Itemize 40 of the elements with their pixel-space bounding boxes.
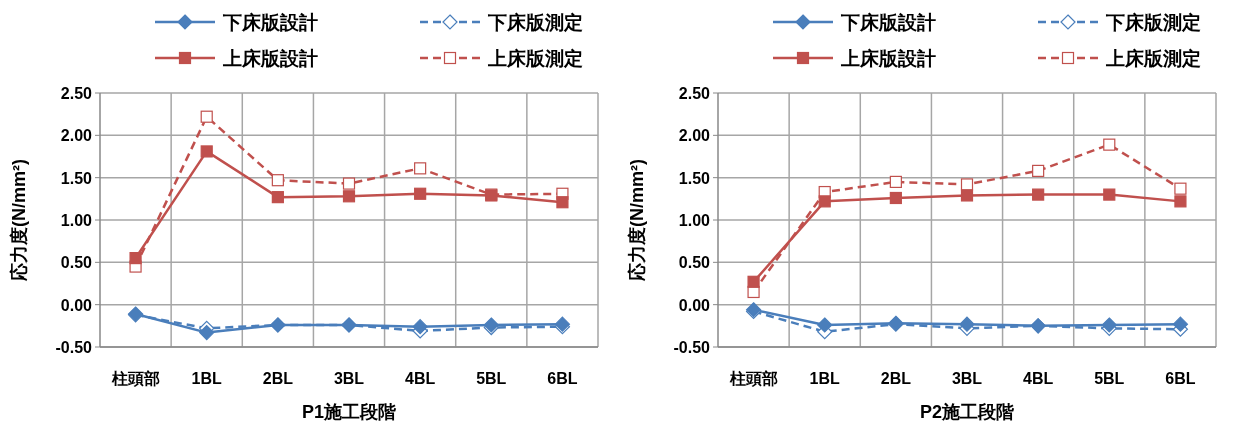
legend-label: 下床版測定 (1105, 12, 1201, 33)
y-tick-label: 1.00 (678, 212, 711, 229)
x-tick-label: 1BL (191, 370, 223, 387)
x-tick-label: 柱頭部 (110, 370, 160, 388)
y-tick-label: 0.50 (60, 254, 93, 272)
y-axis-title: 応力度(N/mm²) (9, 159, 29, 282)
y-tick-label: -0.50 (673, 339, 711, 356)
legend-label: 上床版測定 (487, 48, 583, 69)
x-axis-title: P1施工段階 (301, 402, 397, 422)
x-tick-label: 4BL (1023, 370, 1054, 387)
y-tick-label: 1.50 (60, 169, 93, 187)
x-tick-label: 5BL (1094, 370, 1125, 387)
y-tick-label: 1.50 (678, 169, 711, 187)
y-tick-label: 2.00 (678, 127, 711, 145)
x-tick-label: 柱頭部 (728, 370, 778, 388)
x-tick-label: 6BL (1165, 370, 1196, 387)
x-tick-label: 2BL (880, 370, 912, 387)
y-tick-label: 0.00 (60, 296, 93, 314)
y-tick-label: 1.00 (60, 212, 93, 229)
x-tick-label: 4BL (405, 370, 436, 387)
legend-label: 上床版設計 (222, 48, 318, 69)
x-axis-title: P2施工段階 (919, 402, 1015, 422)
x-tick-label: 5BL (476, 370, 507, 387)
y-tick-label: 2.50 (678, 85, 711, 102)
y-tick-label: -0.50 (55, 339, 93, 356)
y-tick-label: 2.50 (60, 85, 93, 102)
y-tick-label: 0.00 (678, 296, 711, 314)
x-tick-label: 3BL (951, 370, 983, 387)
legend-label: 下床版測定 (487, 12, 583, 33)
y-tick-label: 2.00 (60, 127, 93, 145)
legend-label: 下床版設計 (840, 12, 936, 33)
legend-label: 下床版設計 (222, 12, 318, 33)
y-axis-title: 応力度(N/mm²) (627, 159, 647, 282)
legend-label: 上床版設計 (840, 48, 936, 69)
x-tick-label: 1BL (809, 370, 841, 387)
x-tick-label: 6BL (547, 370, 578, 387)
legend-label: 上床版測定 (1105, 48, 1201, 69)
y-tick-label: 0.50 (678, 254, 711, 272)
x-tick-label: 2BL (262, 370, 294, 387)
x-tick-label: 3BL (333, 370, 365, 387)
